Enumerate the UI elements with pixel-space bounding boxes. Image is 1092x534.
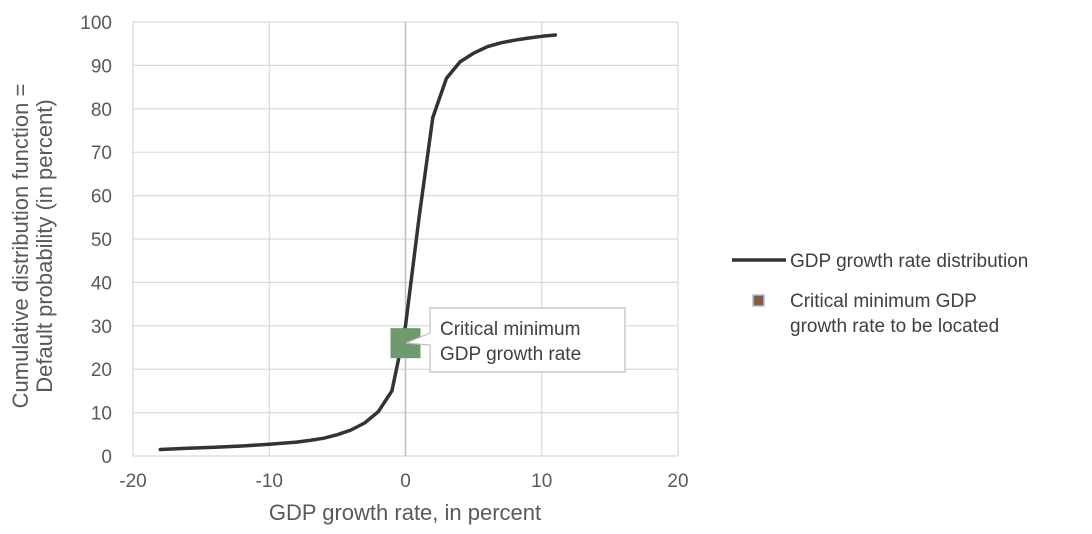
legend-item-critical-line1: Critical minimum GDP bbox=[790, 291, 977, 312]
y-tick-label: 80 bbox=[91, 100, 112, 121]
legend: GDP growth rate distribution Critical mi… bbox=[732, 251, 1028, 337]
callout-line2: GDP growth rate bbox=[440, 344, 581, 365]
y-axis-title: Cumulative distribution function = Defau… bbox=[8, 84, 57, 409]
callout-annotation: Critical minimum GDP growth rate bbox=[405, 307, 626, 373]
x-axis-title: GDP growth rate, in percent bbox=[269, 500, 541, 525]
x-tick-label: -20 bbox=[119, 471, 146, 492]
tick-labels: 0 10 20 30 40 50 60 70 80 90 100 -20 -10 0 10 20 bbox=[80, 13, 688, 492]
y-tick-label: 20 bbox=[91, 360, 112, 381]
y-tick-label: 70 bbox=[91, 143, 112, 164]
y-tick-label: 0 bbox=[101, 447, 112, 468]
y-tick-label: 10 bbox=[91, 404, 112, 425]
legend-item-critical-line2: growth rate to be located bbox=[790, 316, 999, 337]
y-tick-label: 100 bbox=[80, 13, 112, 34]
x-tick-label: -10 bbox=[256, 471, 283, 492]
callout-box bbox=[405, 307, 626, 373]
distribution-line bbox=[158, 33, 558, 452]
callout-line1: Critical minimum bbox=[440, 319, 580, 340]
y-tick-label: 60 bbox=[91, 187, 112, 208]
x-tick-label: 20 bbox=[667, 471, 688, 492]
x-tick-label: 0 bbox=[400, 471, 411, 492]
y-axis-title-line2: Default probability (in percent) bbox=[32, 99, 57, 392]
series-layer bbox=[158, 33, 558, 452]
y-tick-label: 30 bbox=[91, 317, 112, 338]
x-tick-label: 10 bbox=[531, 471, 552, 492]
y-axis-title-line1: Cumulative distribution function = bbox=[8, 84, 33, 409]
y-tick-label: 50 bbox=[91, 230, 112, 251]
y-tick-label: 90 bbox=[91, 56, 112, 77]
legend-item-distribution: GDP growth rate distribution bbox=[790, 251, 1028, 272]
legend-marker-swatch bbox=[752, 294, 765, 307]
y-tick-label: 40 bbox=[91, 273, 112, 294]
grid bbox=[132, 21, 679, 457]
